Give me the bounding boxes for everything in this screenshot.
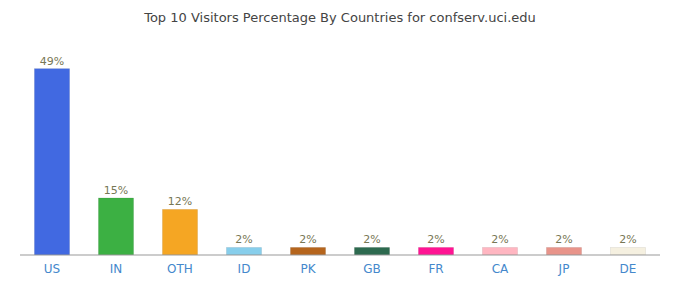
data-label: 12% (168, 195, 192, 208)
x-tick-label: FR (428, 262, 443, 276)
x-tick-label: DE (620, 262, 637, 276)
bar (610, 247, 645, 255)
bars (34, 69, 645, 255)
bar (482, 247, 517, 255)
title: Top 10 Visitors Percentage By Countries … (143, 10, 536, 25)
bar (354, 247, 389, 255)
bar (290, 247, 325, 255)
bar (546, 247, 581, 255)
bar (162, 209, 197, 255)
data-label: 49% (40, 55, 64, 68)
data-label: 2% (555, 233, 572, 246)
data-label: 15% (104, 184, 128, 197)
x-tick-label: JP (558, 262, 570, 276)
x-tick-label: US (44, 262, 60, 276)
data-label: 2% (299, 233, 316, 246)
data-label: 2% (491, 233, 508, 246)
bar (98, 198, 133, 255)
x-tick-label: OTH (167, 262, 193, 276)
bar (34, 69, 69, 255)
data-label: 2% (363, 233, 380, 246)
data-label: 2% (235, 233, 252, 246)
bar (418, 247, 453, 255)
x-tick-label: ID (238, 262, 251, 276)
x-tick-label: GB (363, 262, 381, 276)
chart: Top 10 Visitors Percentage By Countries … (0, 0, 680, 300)
data-label: 2% (619, 233, 636, 246)
x-tick-label: CA (492, 262, 509, 276)
x-axis (20, 254, 660, 255)
bar (226, 247, 261, 255)
x-tick-label: IN (110, 262, 123, 276)
data-label: 2% (427, 233, 444, 246)
x-tick-label: PK (300, 262, 316, 276)
